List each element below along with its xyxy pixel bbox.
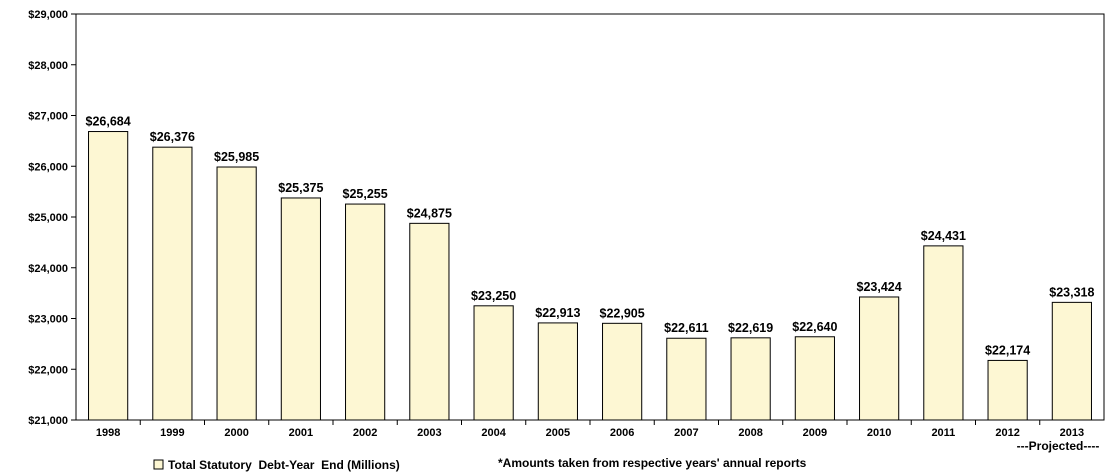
- y-tick-label: $23,000: [28, 314, 68, 326]
- x-tick-label: 1998: [96, 427, 120, 439]
- x-tick-label: 2013: [1060, 427, 1084, 439]
- bar-2004: [473, 305, 514, 421]
- data-label-2006: $22,905: [600, 306, 645, 320]
- x-tick-label: 2009: [803, 427, 827, 439]
- bar-2009: [794, 336, 835, 421]
- data-label-1998: $26,684: [86, 115, 131, 129]
- footnote: *Amounts taken from respective years' an…: [498, 456, 807, 470]
- y-tick-label: $27,000: [28, 111, 68, 123]
- data-label-2007: $22,611: [664, 321, 709, 335]
- legend: Total Statutory Debt-Year End (Millions): [153, 458, 400, 472]
- bar-2002: [345, 203, 386, 421]
- y-tick-label: $29,000: [28, 9, 68, 21]
- bar-2011: [923, 245, 964, 421]
- bar-1999: [152, 146, 193, 421]
- bar-2010: [859, 296, 900, 421]
- y-tick-label: $28,000: [28, 60, 68, 72]
- x-axis: 1998 1999 2000 2001 2002 2003 2004 2005 2006 2007…: [96, 420, 1084, 439]
- x-tick-label: 2012: [995, 427, 1019, 439]
- x-tick-label: 2010: [867, 427, 891, 439]
- x-tick-label: 2002: [353, 427, 377, 439]
- data-label-1999: $26,376: [150, 130, 195, 144]
- y-tick-label: $21,000: [28, 415, 68, 427]
- bar-2013: [1051, 301, 1092, 421]
- bar-2001: [280, 197, 321, 421]
- projected-annotation: ---Projected----: [1017, 439, 1100, 453]
- data-label-2001: $25,375: [278, 181, 323, 195]
- x-tick-label: 2006: [610, 427, 634, 439]
- data-label-2010: $23,424: [857, 280, 902, 294]
- y-tick-label: $26,000: [28, 161, 68, 173]
- x-tick-label: 1999: [160, 427, 184, 439]
- x-tick-label: 2007: [674, 427, 698, 439]
- y-tick-label: $24,000: [28, 263, 68, 275]
- bar-2007: [666, 337, 707, 421]
- data-label-2003: $24,875: [407, 206, 452, 220]
- bar-2003: [409, 222, 450, 421]
- bar-2008: [730, 337, 771, 421]
- y-axis: $21,000 $22,000 $23,000 $24,000 $25,000 $26,0…: [28, 9, 76, 427]
- x-tick-label: 2008: [738, 427, 762, 439]
- x-tick-label: 2011: [931, 427, 955, 439]
- legend-swatch: [153, 459, 164, 470]
- data-label-2009: $22,640: [792, 320, 837, 334]
- x-tick-label: 2005: [546, 427, 570, 439]
- bar-1998: [88, 131, 129, 421]
- y-tick-label: $25,000: [28, 212, 68, 224]
- bar-2006: [602, 322, 643, 421]
- y-tick-label: $22,000: [28, 364, 68, 376]
- data-label-2002: $25,255: [343, 187, 388, 201]
- legend-label: Total Statutory Debt-Year End (Millions): [168, 458, 400, 472]
- data-labels: $26,684 $26,376 $25,985 $25,375 $25,255 $24,8…: [86, 115, 1095, 358]
- data-label-2004: $23,250: [471, 289, 516, 303]
- bar-2012: [987, 359, 1028, 421]
- data-label-2011: $24,431: [921, 229, 966, 243]
- x-tick-label: 2000: [224, 427, 248, 439]
- bar-2000: [216, 166, 257, 421]
- x-tick-label: 2004: [481, 427, 506, 439]
- x-tick-label: 2003: [417, 427, 441, 439]
- data-label-2005: $22,913: [535, 306, 580, 320]
- bar-2005: [537, 322, 578, 421]
- data-label-2012: $22,174: [985, 343, 1030, 357]
- x-tick-label: 2001: [289, 427, 313, 439]
- data-label-2013: $23,318: [1049, 285, 1094, 299]
- bars: [88, 131, 1092, 421]
- data-label-2000: $25,985: [214, 150, 259, 164]
- data-label-2008: $22,619: [728, 321, 773, 335]
